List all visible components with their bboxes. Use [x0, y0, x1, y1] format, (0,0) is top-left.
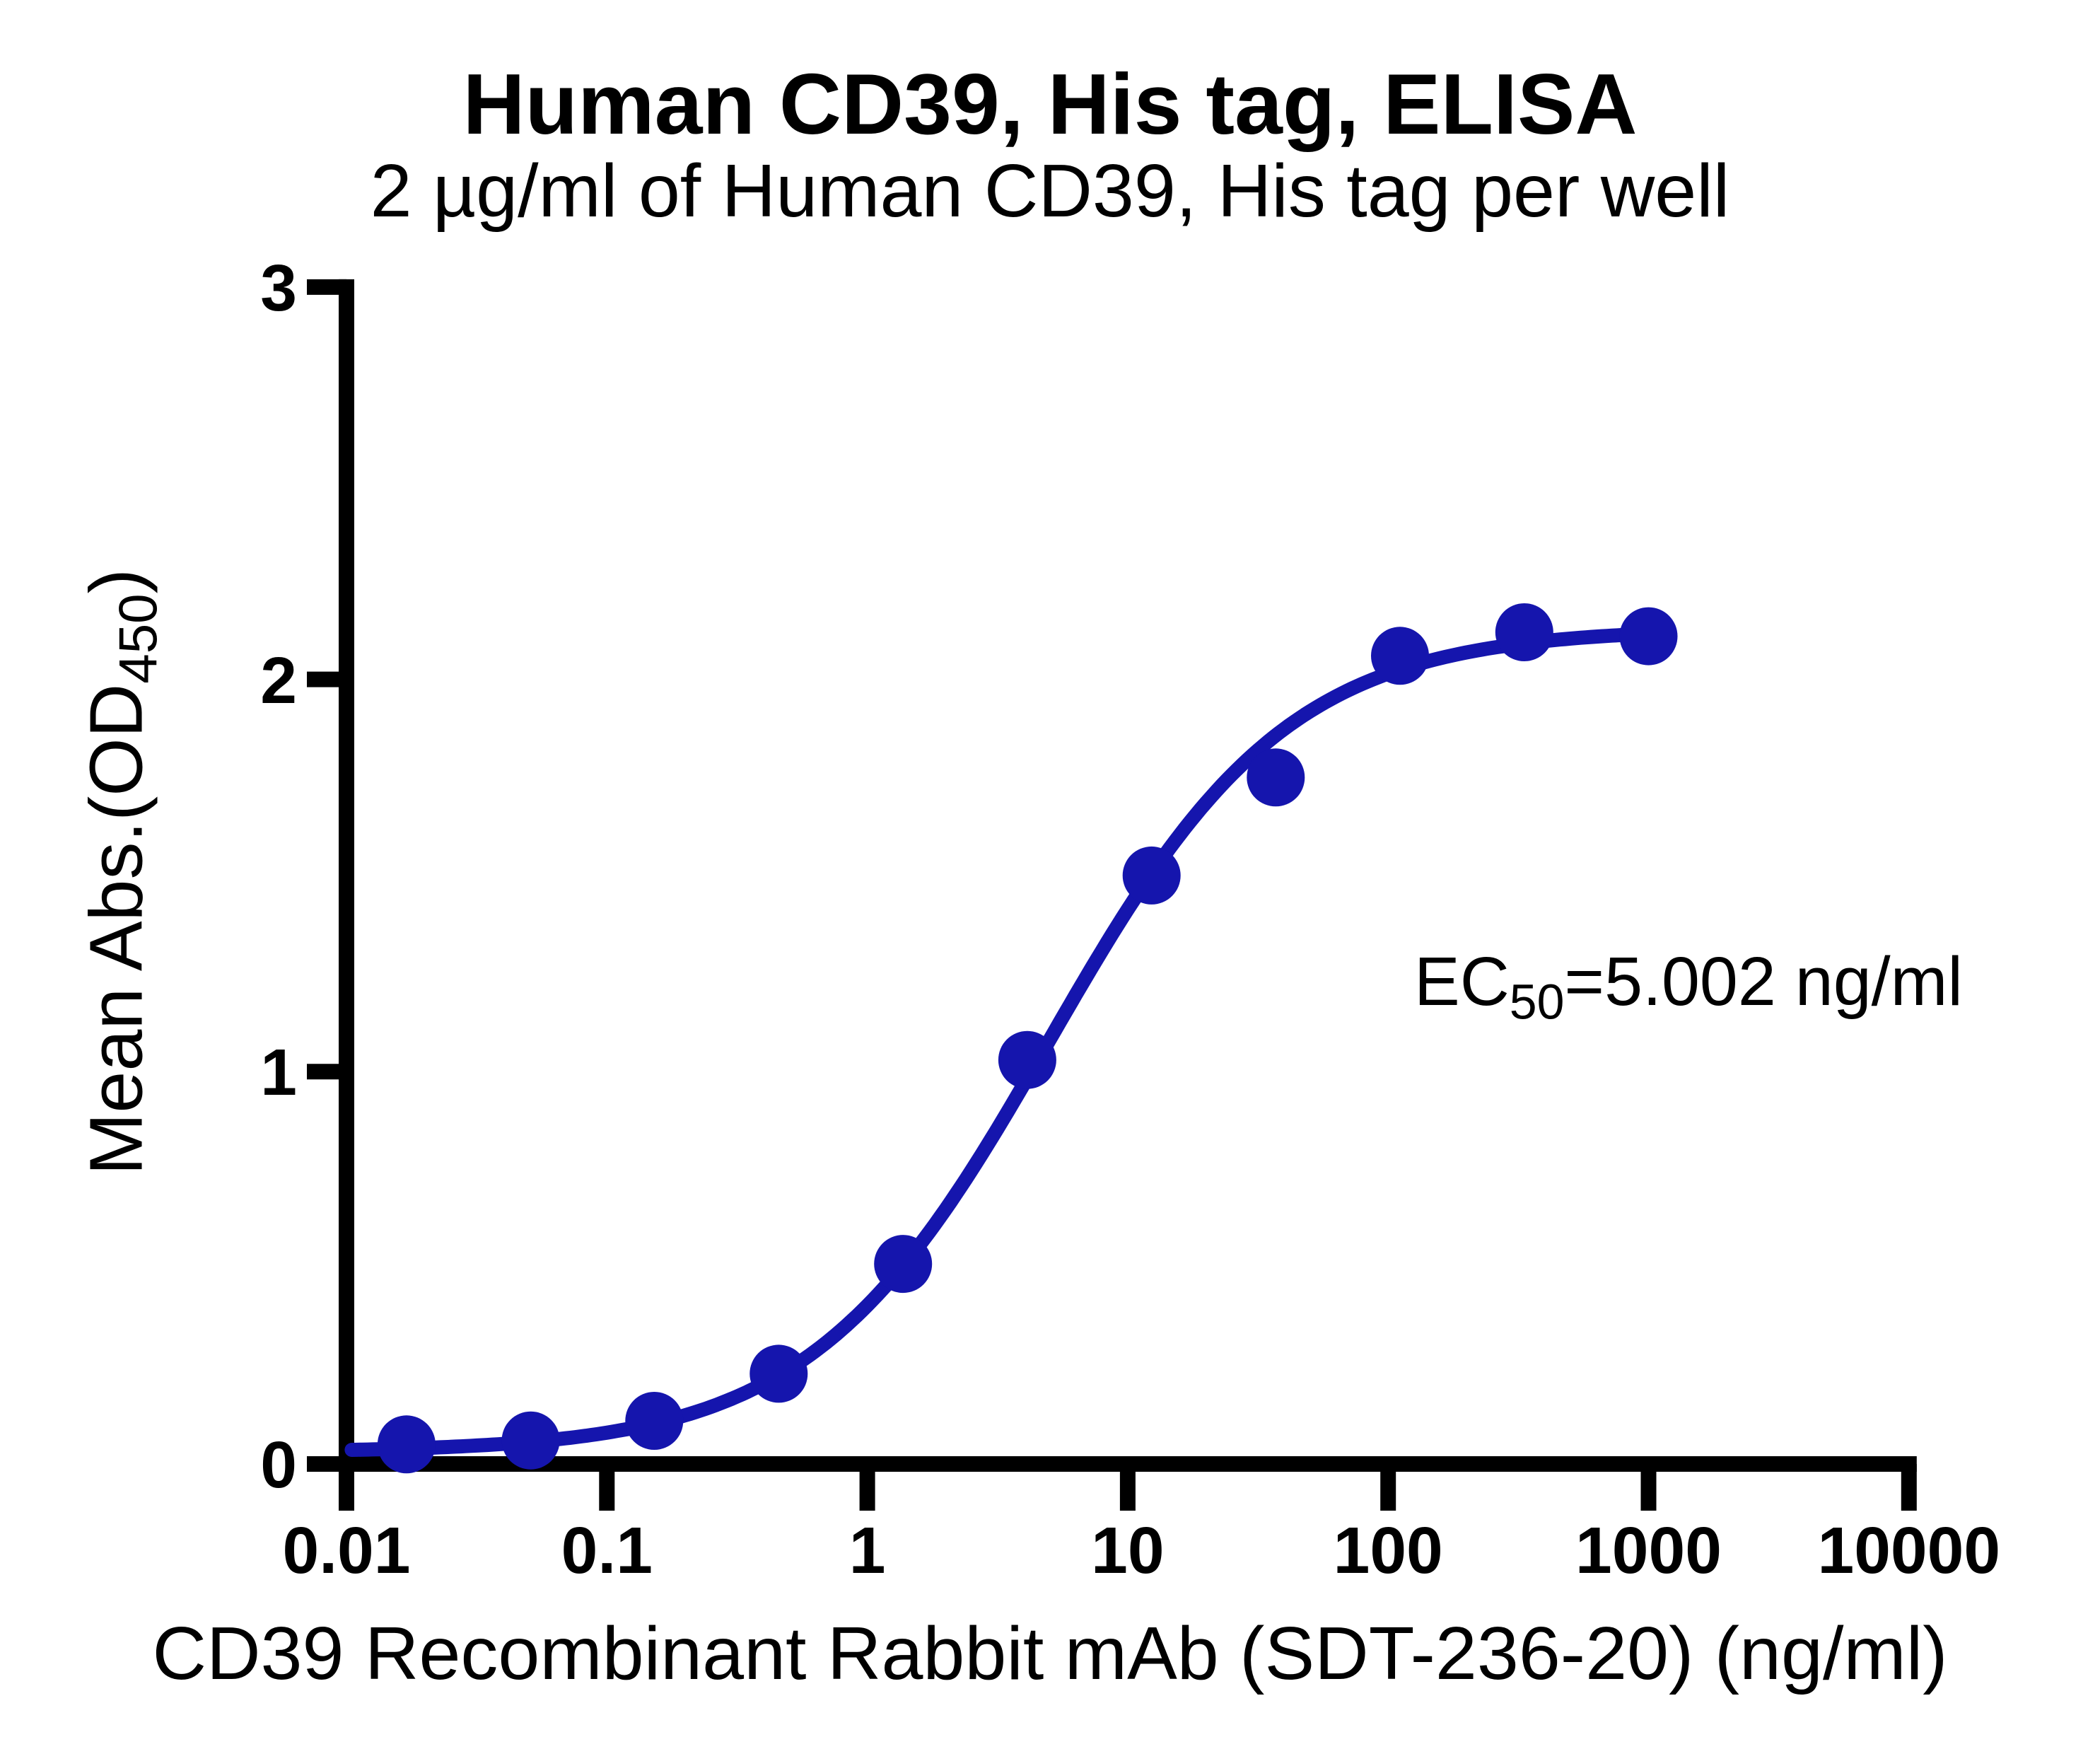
chart-subtitle: 2 µg/ml of Human CD39, His tag per well: [370, 149, 1730, 233]
y-tick-label: 3: [260, 250, 297, 325]
data-point: [1371, 627, 1429, 685]
data-point: [625, 1392, 684, 1450]
data-point: [377, 1415, 436, 1474]
ec50-prefix: EC: [1414, 943, 1510, 1020]
x-axis-title: CD39 Recombinant Rabbit mAb (SDT-236-20)…: [152, 1612, 1948, 1695]
data-point: [1495, 603, 1553, 661]
y-axis-title-close: ): [74, 569, 158, 594]
data-point: [749, 1344, 808, 1403]
x-tick-label: 100: [1333, 1513, 1443, 1587]
ec50-annotation: EC50=5.002 ng/ml: [1414, 942, 1963, 1030]
ec50-value: =5.002 ng/ml: [1564, 943, 1963, 1020]
y-tick-label: 1: [260, 1035, 297, 1110]
data-point: [1122, 846, 1181, 905]
y-tick-label: 0: [260, 1428, 297, 1501]
fit-curve: [344, 627, 1656, 1457]
data-point: [1247, 748, 1305, 807]
x-tick-label: 0.1: [561, 1513, 653, 1587]
data-point: [501, 1411, 560, 1470]
x-tick-label: 1: [848, 1513, 886, 1587]
y-tick-label: 2: [260, 643, 297, 717]
ec50-subscript: 50: [1509, 974, 1565, 1030]
data-point: [1619, 607, 1678, 666]
x-tick-label: 0.01: [282, 1513, 411, 1587]
chart-title: Human CD39, His tag, ELISA: [462, 56, 1638, 152]
x-tick-label: 10: [1091, 1513, 1165, 1587]
data-point: [874, 1235, 933, 1294]
x-tick-label: 1000: [1575, 1513, 1722, 1587]
x-tick-label: 10000: [1817, 1513, 2001, 1587]
data-point: [998, 1030, 1056, 1089]
